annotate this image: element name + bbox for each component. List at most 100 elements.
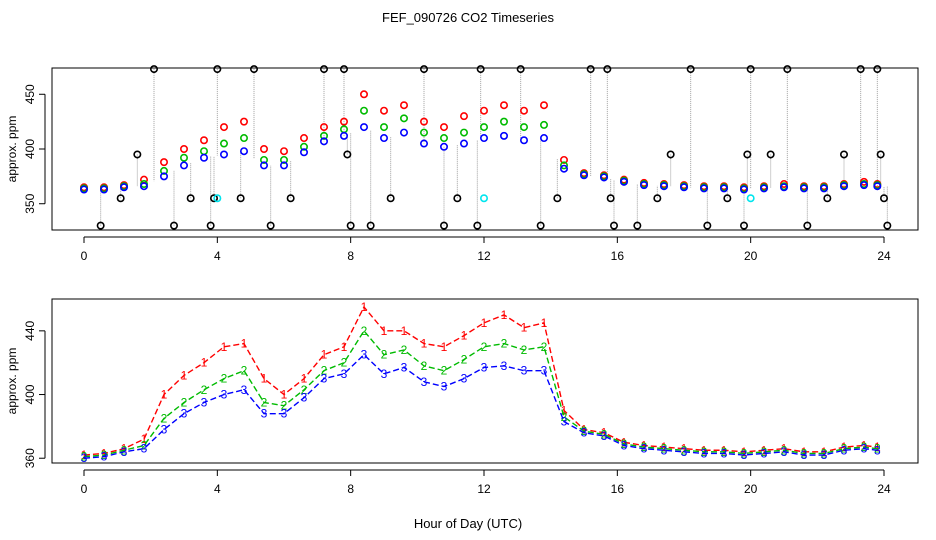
series-2-marker: 2 bbox=[681, 443, 688, 457]
series-1-marker: 1 bbox=[821, 445, 828, 459]
series-2-marker: 2 bbox=[161, 411, 168, 425]
series-2-point bbox=[160, 166, 169, 175]
calibration-point bbox=[603, 65, 612, 74]
calibration-point bbox=[116, 194, 125, 203]
series-3-point bbox=[559, 164, 568, 173]
series-3-marker: 3 bbox=[201, 395, 208, 409]
calibration-point bbox=[823, 194, 832, 203]
series-2-marker: 2 bbox=[361, 324, 368, 338]
series-3-marker: 3 bbox=[461, 372, 468, 386]
series-2-point bbox=[499, 117, 508, 126]
series-1-point bbox=[200, 136, 209, 145]
series-3-point bbox=[220, 150, 229, 159]
series-2-marker: 2 bbox=[701, 445, 708, 459]
series-3-marker: 3 bbox=[381, 367, 388, 381]
top-series-points bbox=[80, 90, 882, 194]
series-2-point bbox=[220, 139, 229, 148]
series-3-marker: 3 bbox=[261, 407, 268, 421]
calibration-point bbox=[286, 194, 295, 203]
series-3-point bbox=[299, 148, 308, 157]
x-tick-label: 20 bbox=[744, 482, 758, 496]
series-1-point bbox=[439, 123, 448, 132]
calibration-point bbox=[653, 194, 662, 203]
series-1-point bbox=[399, 101, 408, 110]
series-1-point bbox=[419, 117, 428, 126]
series-2-marker: 2 bbox=[874, 442, 881, 456]
series-3-point bbox=[739, 185, 748, 194]
series-3-marker: 3 bbox=[481, 360, 488, 374]
y-tick-label: 440 bbox=[23, 321, 37, 341]
calibration-point bbox=[743, 150, 752, 159]
series-2-point bbox=[200, 147, 209, 156]
series-2-marker: 2 bbox=[121, 443, 128, 457]
series-3-marker: 3 bbox=[581, 426, 588, 440]
bottom-plot-frame bbox=[51, 298, 919, 464]
series-2-marker: 2 bbox=[641, 440, 648, 454]
series-2-marker: 2 bbox=[201, 383, 208, 397]
series-1-marker: 1 bbox=[701, 443, 708, 457]
calibration-point bbox=[553, 194, 562, 203]
x-tick-label: 16 bbox=[611, 482, 625, 496]
calibration-point bbox=[473, 221, 482, 230]
series-1-point bbox=[519, 106, 528, 115]
series-2-marker: 2 bbox=[381, 348, 388, 362]
series-2-point bbox=[259, 155, 268, 164]
series-3-point bbox=[619, 177, 628, 186]
series-1-point bbox=[180, 145, 189, 154]
series-3-marker: 3 bbox=[601, 429, 608, 443]
series-1-marker: 1 bbox=[441, 340, 448, 354]
series-3-marker: 3 bbox=[221, 388, 228, 402]
series-3-marker: 3 bbox=[321, 372, 328, 386]
x-tick-label: 24 bbox=[877, 482, 891, 496]
series-2-marker: 2 bbox=[261, 395, 268, 409]
calibration-point bbox=[879, 194, 888, 203]
series-1-marker: 1 bbox=[101, 446, 108, 460]
series-1-marker: 1 bbox=[461, 329, 468, 343]
calibration-point bbox=[633, 221, 642, 230]
series-3-marker: 3 bbox=[721, 446, 728, 460]
series-2-marker: 2 bbox=[841, 442, 848, 456]
calibration-point bbox=[606, 194, 615, 203]
calibration-point bbox=[346, 221, 355, 230]
series-1-marker: 1 bbox=[141, 432, 148, 446]
calibration-point bbox=[856, 65, 865, 74]
calibration-point bbox=[210, 194, 219, 203]
series-3-marker: 3 bbox=[141, 442, 148, 456]
series-3-point bbox=[579, 171, 588, 180]
series-1-marker: 1 bbox=[401, 324, 408, 338]
series-2-point bbox=[419, 128, 428, 137]
calibration-point bbox=[586, 65, 595, 74]
series-3-point bbox=[120, 183, 129, 192]
series-1-marker: 1 bbox=[361, 300, 368, 314]
series-3-marker: 3 bbox=[874, 443, 881, 457]
series-3-point bbox=[359, 123, 368, 132]
series-3-point bbox=[819, 184, 828, 193]
series-3-point bbox=[200, 153, 209, 162]
series-3-marker: 3 bbox=[81, 451, 88, 465]
series-3-marker: 3 bbox=[521, 364, 528, 378]
series-2-marker: 2 bbox=[101, 448, 108, 462]
series-3-point bbox=[699, 184, 708, 193]
series-2-point bbox=[240, 134, 249, 143]
series-2-marker: 2 bbox=[761, 445, 768, 459]
standard-point bbox=[213, 194, 222, 203]
series-1-point bbox=[559, 155, 568, 164]
series-3-point bbox=[679, 183, 688, 192]
series-1-point bbox=[459, 112, 468, 121]
calibration-point bbox=[266, 221, 275, 230]
series-2-marker: 2 bbox=[741, 446, 748, 460]
series-1-marker: 1 bbox=[641, 438, 648, 452]
calibration-point bbox=[476, 65, 485, 74]
series-3-marker: 3 bbox=[361, 348, 368, 362]
series-1-marker: 1 bbox=[874, 440, 881, 454]
x-tick-label: 8 bbox=[347, 482, 354, 496]
series-2-marker: 2 bbox=[181, 395, 188, 409]
series-3-point bbox=[873, 182, 882, 191]
calibration-point bbox=[133, 150, 142, 159]
series-2-marker: 2 bbox=[581, 424, 588, 438]
calibration-point bbox=[170, 221, 179, 230]
series-2-marker: 2 bbox=[241, 364, 248, 378]
series-3-point bbox=[459, 139, 468, 148]
x-axis-label: Hour of Day (UTC) bbox=[414, 516, 522, 531]
y-tick-label: 450 bbox=[23, 84, 37, 104]
